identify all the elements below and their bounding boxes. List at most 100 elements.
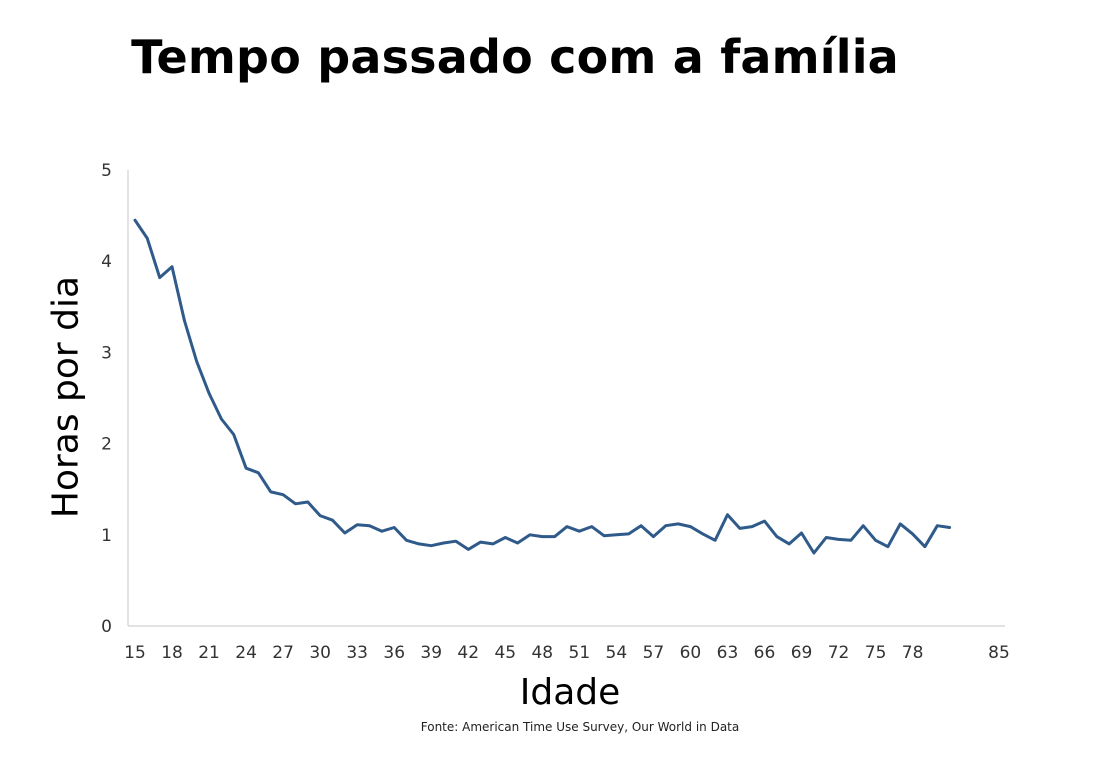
x-tick-label: 39 xyxy=(420,643,442,663)
data-point xyxy=(676,522,680,526)
x-tick-label: 27 xyxy=(272,643,294,663)
data-point xyxy=(936,524,939,527)
x-tick-label: 85 xyxy=(988,643,1010,663)
data-point xyxy=(763,519,766,523)
chart-title: Tempo passado com a família xyxy=(131,30,899,84)
x-tick-label: 48 xyxy=(531,643,553,663)
data-point xyxy=(207,392,211,395)
y-tick-label: 2 xyxy=(101,435,112,455)
data-point xyxy=(479,540,482,544)
y-tick-labels: 0 1 2 3 4 5 xyxy=(101,161,112,637)
data-point xyxy=(380,529,384,533)
y-axis-label: Horas por dia xyxy=(45,275,87,519)
data-point xyxy=(627,532,630,536)
data-point xyxy=(146,237,149,240)
data-point xyxy=(689,525,692,528)
data-point xyxy=(195,360,198,363)
data-point xyxy=(405,539,408,542)
x-tick-label: 63 xyxy=(717,643,739,663)
data-point xyxy=(837,538,840,541)
data-point xyxy=(170,265,174,268)
data-point xyxy=(516,541,519,545)
x-tick-label: 15 xyxy=(124,643,146,663)
data-point xyxy=(232,433,235,436)
data-point xyxy=(750,525,754,528)
data-point xyxy=(467,548,470,551)
data-point xyxy=(639,524,643,527)
data-point xyxy=(911,532,914,536)
data-point xyxy=(874,539,877,542)
y-tick-label: 1 xyxy=(101,526,112,546)
data-point xyxy=(825,536,828,539)
data-point xyxy=(812,551,816,555)
y-tick-label: 5 xyxy=(101,161,112,181)
data-point xyxy=(713,539,717,542)
axes xyxy=(127,170,1005,627)
data-point xyxy=(244,467,248,470)
data-point xyxy=(331,519,334,522)
x-tick-label: 60 xyxy=(680,643,702,663)
data-point xyxy=(590,525,593,528)
source-note: Fonte: American Time Use Survey, Our Wor… xyxy=(420,720,740,734)
x-tick-labels: 15 18 21 24 27 30 33 36 39 42 45 48 51 54 57 60 63 66 69 72… xyxy=(124,643,1010,663)
data-point xyxy=(615,533,618,536)
data-point xyxy=(183,319,186,322)
x-tick-label: 69 xyxy=(791,643,813,663)
data-point xyxy=(393,526,396,529)
data-point xyxy=(565,525,569,528)
data-point xyxy=(664,524,667,527)
data-point xyxy=(442,541,445,545)
x-tick-label: 33 xyxy=(346,643,368,663)
x-tick-label: 51 xyxy=(569,643,591,663)
x-tick-label: 24 xyxy=(235,643,257,663)
data-point xyxy=(899,522,902,526)
x-tick-label: 72 xyxy=(828,643,850,663)
data-point xyxy=(257,471,260,474)
data-point xyxy=(602,534,606,537)
y-tick-label: 0 xyxy=(101,617,112,637)
x-tick-label: 54 xyxy=(606,643,628,663)
data-point xyxy=(220,417,223,421)
data-point xyxy=(430,544,433,547)
x-tick-label: 18 xyxy=(161,643,183,663)
data-point xyxy=(133,218,137,222)
data-point xyxy=(787,542,791,546)
data-point xyxy=(294,502,297,505)
data-point xyxy=(578,529,581,533)
data-point xyxy=(701,532,704,536)
data-point xyxy=(652,535,655,538)
data-point xyxy=(158,276,161,279)
series-line xyxy=(133,218,952,555)
x-tick-label: 75 xyxy=(865,643,887,663)
x-tick-label: 36 xyxy=(383,643,405,663)
x-tick-label: 45 xyxy=(494,643,516,663)
data-point xyxy=(417,542,421,546)
data-point xyxy=(886,545,890,548)
data-point xyxy=(738,527,741,530)
x-tick-label: 30 xyxy=(309,643,331,663)
data-point xyxy=(528,533,532,536)
data-point xyxy=(553,535,556,538)
data-point xyxy=(491,542,495,546)
data-point xyxy=(849,539,853,542)
data-point xyxy=(948,526,951,529)
data-point xyxy=(269,490,272,494)
x-tick-label: 78 xyxy=(902,643,924,663)
x-tick-label: 66 xyxy=(754,643,776,663)
y-tick-label: 4 xyxy=(101,252,112,272)
data-point xyxy=(504,536,507,539)
x-axis-label: Idade xyxy=(519,672,621,713)
x-tick-label: 42 xyxy=(457,643,479,663)
data-point xyxy=(318,514,322,517)
data-point xyxy=(775,535,779,538)
data-point xyxy=(281,493,285,496)
data-point xyxy=(454,539,458,543)
x-tick-label: 21 xyxy=(198,643,220,663)
x-tick-label: 57 xyxy=(643,643,665,663)
data-point xyxy=(306,500,309,504)
data-point xyxy=(726,513,729,516)
data-point xyxy=(800,531,803,535)
data-point xyxy=(355,523,359,526)
data-point xyxy=(368,524,371,527)
